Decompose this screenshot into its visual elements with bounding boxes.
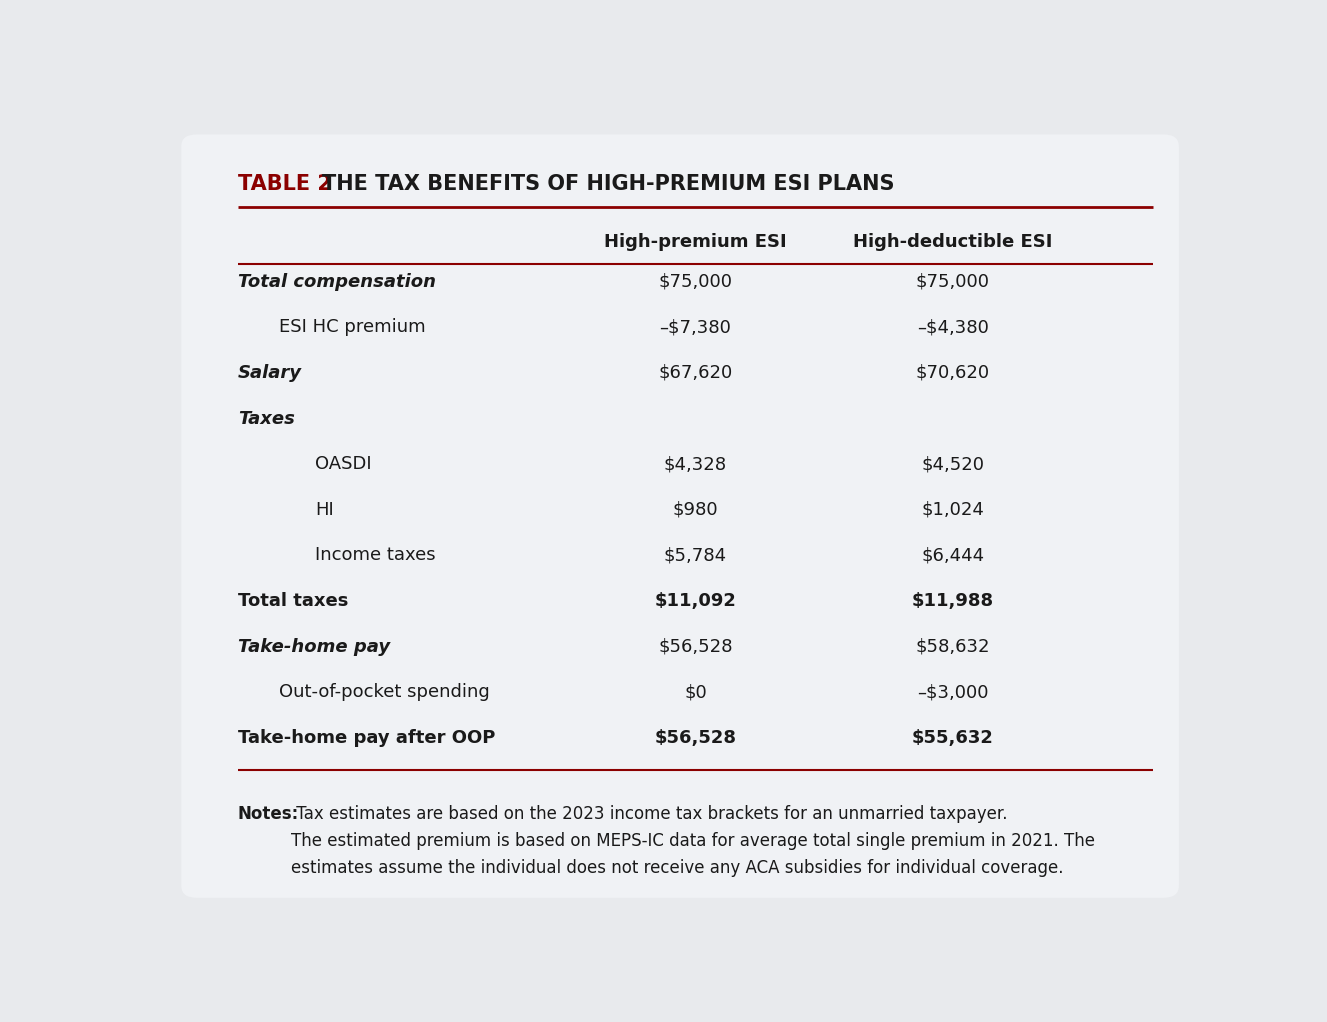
Text: $980: $980 xyxy=(673,501,718,519)
Text: ESI HC premium: ESI HC premium xyxy=(279,318,426,336)
Text: $56,528: $56,528 xyxy=(654,729,736,747)
Text: Tax estimates are based on the 2023 income tax brackets for an unmarried taxpaye: Tax estimates are based on the 2023 inco… xyxy=(292,805,1095,877)
Text: –$4,380: –$4,380 xyxy=(917,318,989,336)
Text: $6,444: $6,444 xyxy=(921,547,985,564)
Text: High-deductible ESI: High-deductible ESI xyxy=(853,233,1052,250)
Text: THE TAX BENEFITS OF HIGH-PREMIUM ESI PLANS: THE TAX BENEFITS OF HIGH-PREMIUM ESI PLA… xyxy=(322,174,894,194)
Text: $55,632: $55,632 xyxy=(912,729,994,747)
Text: High-premium ESI: High-premium ESI xyxy=(604,233,787,250)
Text: $70,620: $70,620 xyxy=(916,364,990,382)
FancyBboxPatch shape xyxy=(182,135,1178,897)
Text: $4,328: $4,328 xyxy=(664,455,727,473)
Text: $58,632: $58,632 xyxy=(916,638,990,656)
Text: OASDI: OASDI xyxy=(314,455,372,473)
Text: Salary: Salary xyxy=(238,364,301,382)
Text: Taxes: Taxes xyxy=(238,410,295,427)
Text: Out-of-pocket spending: Out-of-pocket spending xyxy=(279,684,490,701)
Text: $11,988: $11,988 xyxy=(912,592,994,610)
Text: TABLE 2: TABLE 2 xyxy=(238,174,332,194)
Text: $75,000: $75,000 xyxy=(658,273,733,290)
Text: $67,620: $67,620 xyxy=(658,364,733,382)
Text: $1,024: $1,024 xyxy=(921,501,985,519)
Text: $75,000: $75,000 xyxy=(916,273,990,290)
Text: Total taxes: Total taxes xyxy=(238,592,348,610)
Text: $5,784: $5,784 xyxy=(664,547,727,564)
Text: $0: $0 xyxy=(685,684,707,701)
Text: Take-home pay: Take-home pay xyxy=(238,638,390,656)
Text: Total compensation: Total compensation xyxy=(238,273,435,290)
Text: –$3,000: –$3,000 xyxy=(917,684,989,701)
Text: $4,520: $4,520 xyxy=(921,455,985,473)
Text: Notes:: Notes: xyxy=(238,805,299,823)
Text: Income taxes: Income taxes xyxy=(314,547,435,564)
Text: –$7,380: –$7,380 xyxy=(660,318,731,336)
Text: HI: HI xyxy=(314,501,334,519)
Text: Take-home pay after OOP: Take-home pay after OOP xyxy=(238,729,495,747)
Text: $11,092: $11,092 xyxy=(654,592,736,610)
Text: $56,528: $56,528 xyxy=(658,638,733,656)
